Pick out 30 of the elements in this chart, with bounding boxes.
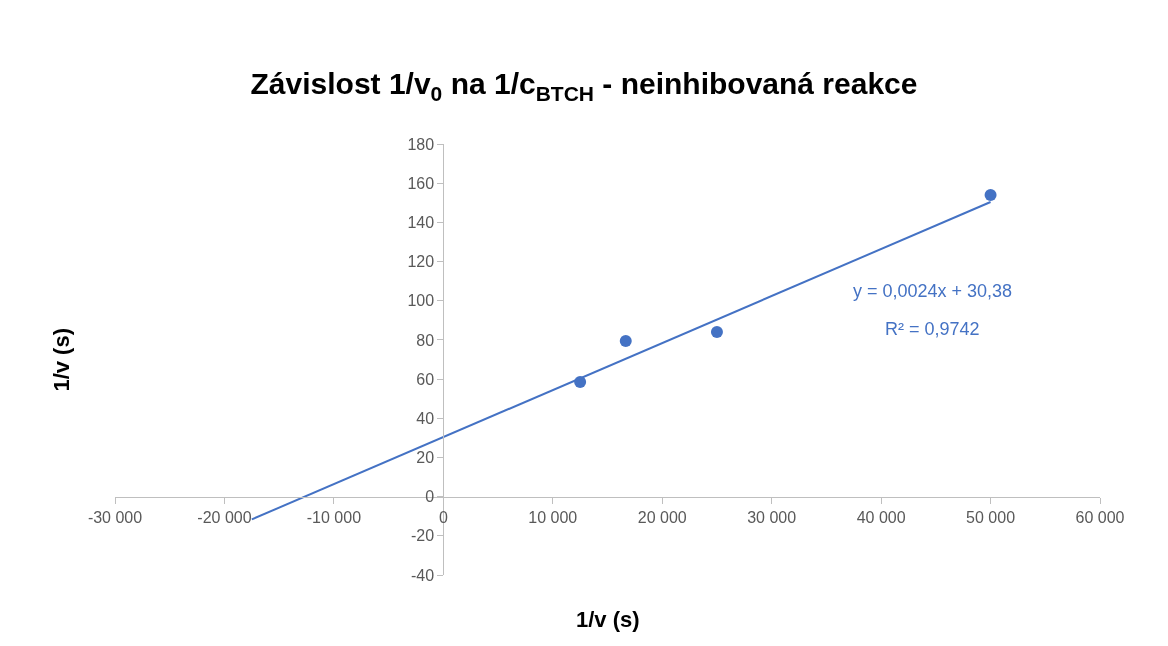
x-tick-label: 20 000 [637,508,687,526]
y-tick-label: 40 [416,409,435,427]
y-tick-label: 100 [407,292,435,310]
y-tick-label: 180 [407,135,435,153]
point [710,326,723,339]
x-tick-label: -10 000 [306,508,362,526]
x-tick-label: 50 000 [966,508,1016,526]
y-tick-label: 60 [416,370,435,388]
x-tick-label: 10 000 [528,508,578,526]
chart-title: Závislost 1/v$_{0}$ na 1/c$_{BTCH}$ - neinhibovaná reakce [250,67,918,105]
annotation: R² = 0,9742 [885,319,980,339]
y-tick-label: 80 [416,331,435,349]
x-tick-label: -20 000 [197,508,252,526]
y-tick-label: 0 [425,488,435,506]
x-tick-label: 30 000 [747,508,797,526]
y-tick-label: 20 [416,449,435,467]
x-tick-label: 0 [438,508,448,526]
y-tick-label: -20 [411,527,435,545]
x-tick-label: -30 000 [87,508,143,526]
y-tick-label: 140 [407,213,435,231]
point [984,188,997,201]
x-axis-title: 1/v (s) [576,607,640,632]
point [619,334,632,347]
annotation: y = 0,0024x + 30,38 [853,281,1013,301]
y-tick-label: -40 [411,566,435,584]
x-tick-label: 60 000 [1075,508,1125,526]
y-tick-label: 160 [407,174,435,192]
y-axis-title: 1/v (s) [48,328,74,392]
y-tick-label: 120 [407,253,435,271]
x-tick-label: 40 000 [856,508,906,526]
